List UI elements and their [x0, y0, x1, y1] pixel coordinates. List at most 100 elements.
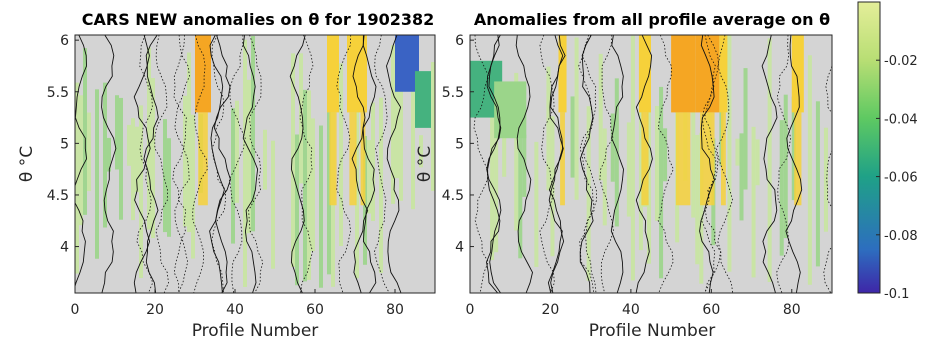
heatmap-cell [183, 95, 187, 227]
left-xlabel: Profile Number [192, 321, 319, 341]
negative-contour-line [823, 62, 832, 293]
warm-anomaly-cell [560, 112, 565, 206]
y-tick-label: 4.5 [47, 188, 69, 204]
heatmap-cell [131, 118, 135, 221]
heatmap-cell [727, 35, 732, 272]
heatmap-cell [83, 48, 87, 215]
warm-anomaly-cell [671, 35, 696, 113]
heatmap-cell [243, 39, 247, 287]
heatmap-cell [570, 96, 575, 178]
heatmap-cell [626, 122, 631, 217]
heatmap-cell [602, 128, 607, 226]
heatmap-cell [490, 97, 495, 261]
heatmap-cell [367, 140, 371, 214]
left-axes: 0 20 40 60 80 4 4.5 5 5.5 6 [47, 33, 404, 318]
heatmap-cell [755, 139, 760, 186]
heatmap-cell [135, 126, 139, 193]
positive-contour-line [486, 35, 502, 293]
heatmap-cell [659, 86, 664, 279]
heatmap-cell [646, 89, 651, 264]
warm-anomaly-cell [347, 35, 359, 113]
positive-contour-line [75, 35, 88, 288]
left-title: CARS NEW anomalies on θ for 1902382 [82, 10, 435, 29]
negative-contour-line [704, 35, 721, 293]
heatmap-cell [739, 133, 744, 221]
right-panel: Anomalies from all profile average on θ … [415, 10, 833, 341]
heatmap-cell [95, 89, 99, 259]
positive-contour-line [548, 35, 566, 293]
colorbar-tick-label: -0.04 [884, 112, 918, 127]
heatmap-cell [327, 99, 331, 275]
positive-contour-line [610, 35, 624, 293]
negative-contour-line [228, 35, 246, 293]
positive-contour-line [213, 35, 231, 293]
warm-anomaly-cell [791, 35, 804, 113]
left-plot-frame [74, 34, 436, 294]
y-tick-label: 5.5 [47, 85, 69, 101]
heatmap-cell [151, 78, 155, 239]
cool-anomaly-cell [415, 71, 431, 128]
heatmap-cell [295, 134, 299, 286]
heatmap-cell [107, 137, 111, 172]
positive-contour-line [761, 35, 778, 293]
heatmap-cell [518, 117, 523, 259]
heatmap-cell [299, 53, 303, 184]
y-tick-label: 6 [455, 33, 464, 49]
negative-contour-line [776, 35, 792, 293]
positive-contour-line [486, 35, 502, 293]
heatmap-cell [235, 100, 239, 203]
colorbar-tick-label: -0.06 [884, 171, 918, 186]
left-ylabel: θ °C [17, 146, 37, 182]
left-panel: CARS NEW anomalies on θ for 1902382 0 20 4… [17, 10, 436, 341]
positive-contour-line [133, 35, 151, 293]
heatmap-cell [767, 38, 772, 282]
warm-anomaly-cell [329, 112, 337, 206]
x-tick-label: 60 [702, 302, 720, 318]
heatmap-cell [494, 122, 499, 253]
heatmap-cell [399, 89, 403, 201]
heatmap-cell [699, 132, 704, 284]
negative-contour-line [154, 35, 169, 293]
positive-contour-line [515, 35, 533, 293]
heatmap-cell [231, 108, 235, 244]
heatmap-cell [655, 105, 660, 221]
positive-contour-line [362, 35, 377, 293]
negative-contour-line [701, 35, 717, 293]
warm-anomaly-cell [349, 112, 357, 206]
positive-contour-line [101, 35, 117, 293]
warm-anomaly-cell [695, 35, 720, 113]
heatmap-cell [311, 118, 315, 252]
heatmap-cell [247, 79, 251, 234]
warm-anomaly-cell [360, 112, 366, 206]
heatmap-cell [395, 38, 399, 179]
negative-contour-line [657, 35, 674, 293]
heatmap-cell [291, 53, 295, 267]
heatmap-cell [339, 63, 343, 247]
heatmap-cell [783, 94, 788, 239]
colorbar-ticks: -0.02 -0.04 -0.06 -0.08 -0.1 [876, 54, 918, 302]
left-heatmap-cells [75, 35, 435, 288]
heatmap-cell [263, 129, 267, 190]
positive-contour-line [785, 35, 803, 293]
heatmap-cell [119, 97, 123, 220]
right-plot-frame [469, 34, 833, 294]
heatmap-cell [379, 97, 383, 273]
positive-contour-line [289, 35, 306, 293]
warm-anomaly-cell [638, 35, 651, 113]
negative-contour-line [172, 35, 187, 293]
heatmap-cell [574, 37, 579, 200]
heatmap-cell [743, 68, 748, 190]
right-xlabel: Profile Number [589, 321, 716, 341]
heatmap-cell [187, 52, 191, 233]
heatmap-cell [598, 53, 603, 181]
heatmap-cell [251, 36, 255, 232]
warm-anomaly-cell [700, 112, 715, 206]
heatmap-cell [779, 120, 784, 256]
colorbar-tick-label: -0.02 [884, 54, 918, 69]
heatmap-cell [610, 113, 615, 182]
x-tick-label: 40 [226, 302, 244, 318]
heatmap-cell [79, 95, 83, 226]
heatmap-cell [791, 96, 796, 201]
colorbar-tick-label: -0.08 [884, 229, 918, 244]
